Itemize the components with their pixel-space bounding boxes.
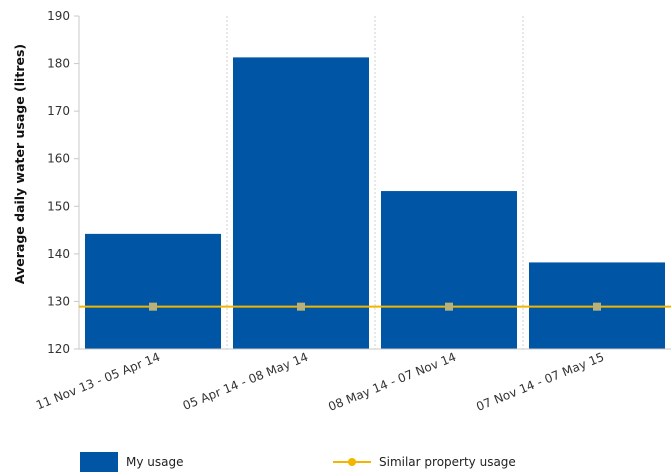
y-tick-labels: 120 130 140 150 160 170 180 190 — [47, 9, 70, 356]
axes — [74, 15, 671, 350]
legend-label-my-usage: My usage — [126, 455, 184, 469]
legend-swatch-line — [333, 452, 371, 472]
similar-usage-marker — [149, 302, 157, 311]
x-tick-label: 05 Apr 14 - 08 May 14 — [181, 350, 310, 413]
similar-usage-marker — [297, 302, 305, 311]
bar-my-usage — [381, 191, 517, 349]
legend-item-my-usage[interactable]: My usage — [80, 452, 183, 472]
gridlines — [226, 16, 524, 349]
y-axis-label: Average daily water usage (litres) — [12, 44, 27, 284]
y-tick-label: 190 — [47, 9, 70, 23]
similar-line — [79, 302, 671, 311]
x-tick-label: 08 May 14 - 07 Nov 14 — [326, 350, 458, 414]
y-tick-label: 170 — [47, 104, 70, 118]
legend-swatch-bar — [80, 452, 118, 472]
bar-my-usage — [85, 233, 221, 349]
y-tick-label: 130 — [47, 294, 70, 308]
y-tick-label: 140 — [47, 247, 70, 261]
similar-usage-marker — [593, 302, 601, 311]
bar-chart: 120 130 140 150 160 170 180 190 11 Nov 13 - 05 … — [12, 9, 671, 414]
x-tick-label: 11 Nov 13 - 05 Apr 14 — [34, 350, 162, 413]
x-tick-labels: 11 Nov 13 - 05 Apr 14 05 Apr 14 - 08 May … — [34, 350, 606, 414]
bar-my-usage — [233, 57, 369, 349]
x-tick-label: 07 Nov 14 - 07 May 15 — [474, 350, 606, 414]
legend: My usage Similar property usage — [0, 452, 671, 476]
y-tick-label: 160 — [47, 152, 70, 166]
legend-label-similar-usage: Similar property usage — [379, 455, 516, 469]
y-tick-label: 180 — [47, 57, 70, 71]
similar-usage-marker — [445, 302, 453, 311]
legend-item-similar-usage[interactable]: Similar property usage — [333, 452, 516, 472]
y-tick-label: 150 — [47, 199, 70, 213]
y-tick-label: 120 — [47, 342, 70, 356]
